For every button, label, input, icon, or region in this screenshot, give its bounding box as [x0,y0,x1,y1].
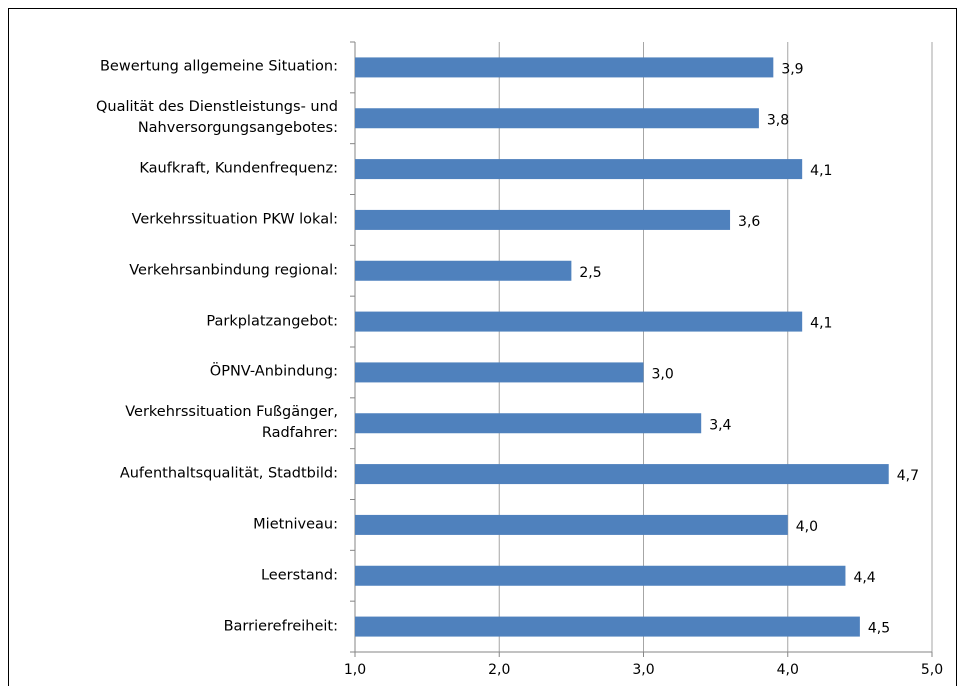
category-label: Verkehrssituation Fußgänger, Radfahrer: [125,404,338,442]
category-label: Barrierefreiheit: [223,618,338,635]
value-label: 4,1 [810,163,832,179]
value-label: 4,1 [810,316,832,332]
category-label: ÖPNV-Anbindung: [209,363,338,380]
value-label: 2,5 [579,265,601,281]
category-label: Parkplatzangebot: [206,313,338,330]
value-label: 3,0 [652,366,674,382]
category-label: Verkehrssituation PKW lokal: [131,211,338,228]
value-label: 4,0 [796,519,818,535]
x-tick-label: 1,0 [344,662,366,678]
bar [355,108,759,129]
value-label: 4,7 [897,468,919,484]
x-tick-label: 2,0 [488,662,510,678]
bar [355,565,846,586]
value-label: 3,9 [781,61,803,77]
chart-frame [8,8,957,686]
bar [355,311,803,332]
value-label: 4,4 [853,570,875,586]
category-label: Mietniveau: [253,516,338,533]
bar [355,616,860,637]
bar [355,159,803,180]
category-label: Verkehrsanbindung regional: [129,262,338,279]
bar [355,57,774,78]
category-label: Aufenthaltsqualität, Stadtbild: [119,465,338,482]
x-tick-label: 5,0 [921,662,943,678]
value-label: 4,5 [868,621,890,637]
bar [355,209,731,230]
value-label: 3,8 [767,112,789,128]
x-tick-label: 3,0 [632,662,654,678]
category-label: Qualität des Dienstleistungs- und Nahver… [95,99,338,137]
category-label: Leerstand: [260,567,338,584]
category-label: Kaufkraft, Kundenfrequenz: [139,160,338,177]
bar [355,260,572,281]
category-label: Bewertung allgemeine Situation: [99,58,338,75]
value-label: 3,6 [738,214,760,230]
bar [355,362,644,383]
value-label: 3,4 [709,417,731,433]
x-tick-label: 4,0 [777,662,799,678]
bar [355,413,702,434]
bar [355,514,788,535]
bar [355,464,889,485]
